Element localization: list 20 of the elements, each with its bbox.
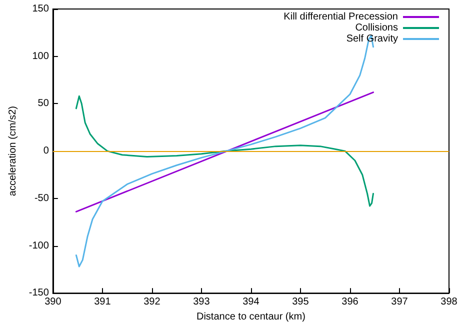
x-tick-label: 393: [193, 296, 210, 308]
x-tick-label: 396: [342, 296, 359, 308]
x-tick-label: 391: [94, 296, 112, 308]
x-tick-label: 397: [391, 296, 408, 308]
y-axis-title: acceleration (cm/s2): [8, 106, 18, 196]
y-tick-label: 0: [43, 146, 50, 157]
y-tick-label: -150: [28, 288, 50, 299]
y-tick-label: -100: [28, 240, 50, 252]
x-tick-label: 398: [440, 296, 458, 308]
y-tick-label: -50: [34, 192, 50, 204]
legend-label: Kill differential Precession: [284, 12, 398, 22]
x-tick-label: 392: [144, 296, 161, 308]
x-tick-label: 390: [44, 296, 62, 308]
x-tick-label: 395: [292, 296, 310, 308]
x-tick-label: 394: [242, 296, 260, 308]
y-tick-label: 50: [38, 98, 50, 110]
y-tick-label: 150: [32, 4, 50, 14]
x-axis-title: Distance to centaur (km): [196, 312, 306, 322]
legend-label: Collisions: [355, 22, 398, 34]
y-tick-label: 100: [32, 50, 50, 62]
